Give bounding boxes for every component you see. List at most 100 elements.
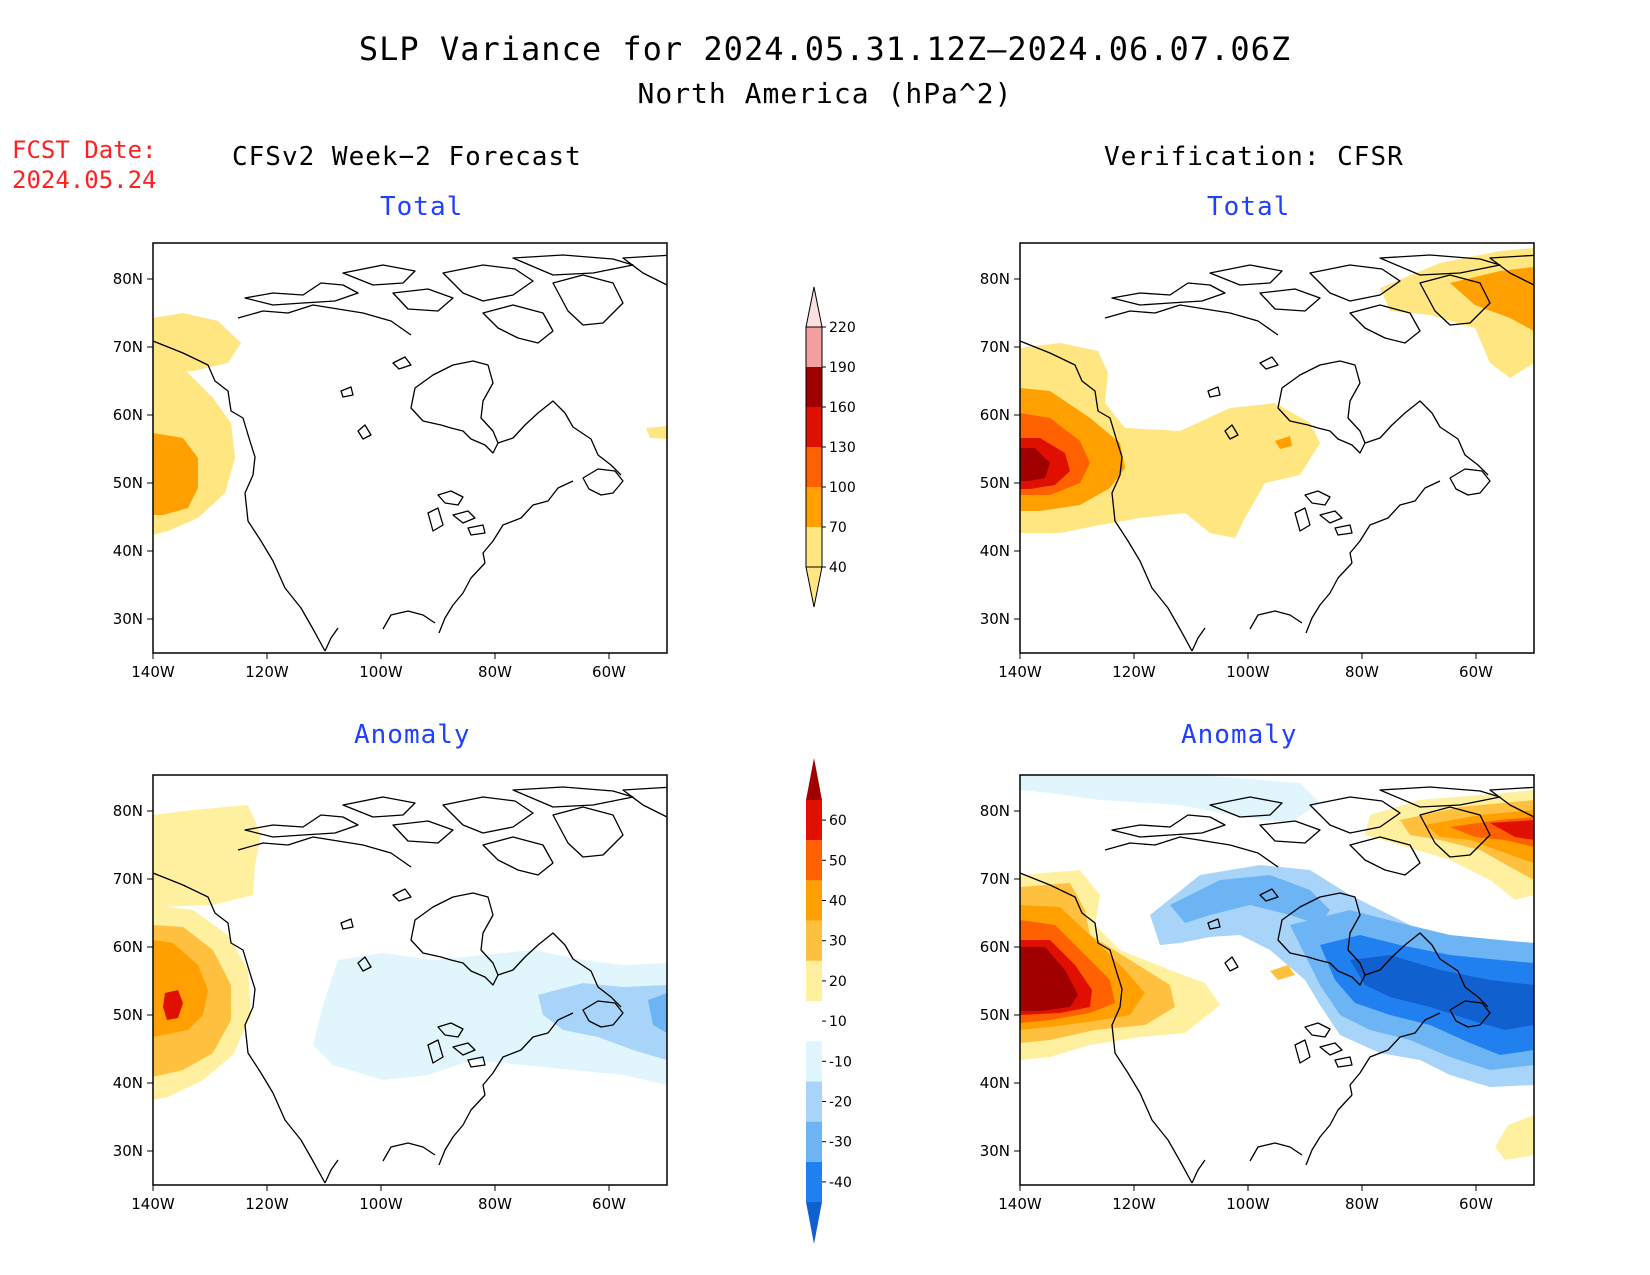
lat-tick-label: 80N <box>980 802 1010 820</box>
colorbar-box <box>806 367 822 407</box>
lat-tick-label: 60N <box>980 938 1010 956</box>
chart-subtitle: North America (hPa^2) <box>637 77 1013 110</box>
lat-tick-label: 30N <box>980 1142 1010 1160</box>
lon-tick-label: 120W <box>245 1195 289 1213</box>
verif-anomaly-title: Anomaly <box>1181 720 1298 750</box>
fcst-total-title: Total <box>380 192 464 222</box>
coastline <box>153 254 667 652</box>
lat-tick-label: 50N <box>980 474 1010 492</box>
shaded-contour-region <box>153 313 241 373</box>
shaded-contour-region <box>1020 775 1320 823</box>
colorbar-box <box>806 1001 822 1042</box>
total-colorbar: 40 70 100 130 160 190 220 <box>805 286 856 608</box>
shaded-contour-region <box>538 983 667 1060</box>
chart-title: SLP Variance for 2024.05.31.12Z–2024.06.… <box>358 30 1292 68</box>
colorbar-label: 60 <box>829 813 847 829</box>
colorbar-box <box>806 800 822 841</box>
colorbar-box <box>806 407 822 447</box>
shaded-contour-region <box>153 433 198 515</box>
lat-tick-label: 80N <box>113 270 143 288</box>
map-panel-verif_anomaly: 140W 120W 100W 80W 60W 80N 70N 60N 50N 40N 30N <box>980 774 1535 1213</box>
colorbar-box <box>806 487 822 527</box>
shaded-contour-region <box>153 805 261 907</box>
lat-tick-label: 70N <box>980 338 1010 356</box>
colorbar-top-end <box>805 286 823 328</box>
lon-tick-label: 120W <box>245 663 289 681</box>
forecast-column-title: CFSv2 Week−2 Forecast <box>232 142 582 172</box>
colorbar-label: 220 <box>829 320 856 336</box>
lat-tick-label: 80N <box>113 802 143 820</box>
colorbar-box <box>806 1161 822 1202</box>
lon-tick-label: 100W <box>359 663 403 681</box>
shaded-contour-region <box>1020 947 1078 1011</box>
lon-tick-label: 60W <box>592 663 626 681</box>
lon-tick-label: 60W <box>1459 1195 1493 1213</box>
shaded-contour-region <box>1020 448 1050 481</box>
colorbar-label: -30 <box>829 1135 852 1151</box>
lat-tick-label: 70N <box>980 870 1010 888</box>
fcst-date-label: FCST Date: <box>12 136 157 164</box>
colorbar-bottom-end <box>806 1202 822 1244</box>
lat-tick-label: 30N <box>113 610 143 628</box>
shaded-contour-region <box>1270 965 1295 980</box>
shaded-contour-region <box>646 426 667 439</box>
colorbar-box <box>806 447 822 487</box>
colorbar-label: -40 <box>829 1175 852 1191</box>
anomaly-colorbar: -40 -30 -20 -10 10 20 30 40 50 60 <box>806 758 852 1244</box>
lon-tick-label: 80W <box>1345 663 1379 681</box>
lat-tick-label: 60N <box>113 938 143 956</box>
lat-tick-label: 50N <box>113 1006 143 1024</box>
lon-tick-label: 100W <box>359 1195 403 1213</box>
colorbar-box <box>806 1041 822 1082</box>
colorbar-label: 160 <box>829 400 856 416</box>
map-frame <box>152 242 668 654</box>
colorbar-label: 70 <box>829 520 847 536</box>
lat-tick-label: 30N <box>113 1142 143 1160</box>
fcst-date-value: 2024.05.24 <box>12 166 157 194</box>
lat-tick-label: 40N <box>113 542 143 560</box>
map-frame <box>1019 774 1535 1186</box>
verification-column-title: Verification: CFSR <box>1104 142 1404 172</box>
lat-tick-label: 70N <box>113 870 143 888</box>
lon-tick-label: 120W <box>1112 1195 1156 1213</box>
colorbar-label: -20 <box>829 1095 852 1111</box>
lon-tick-label: 80W <box>478 1195 512 1213</box>
colorbar-box <box>806 1121 822 1162</box>
colorbar-box <box>806 840 822 881</box>
fcst-anomaly-title: Anomaly <box>354 720 471 750</box>
colorbar-box <box>806 327 822 367</box>
lon-tick-label: 140W <box>131 1195 175 1213</box>
shaded-contour-region <box>1170 875 1330 925</box>
colorbar-label: 100 <box>829 480 856 496</box>
verif-total-title: Total <box>1207 192 1291 222</box>
lon-tick-label: 100W <box>1226 1195 1270 1213</box>
colorbar-label: -10 <box>829 1054 852 1070</box>
colorbar-box <box>806 880 822 921</box>
shaded-contour-region <box>163 990 183 1020</box>
lon-tick-label: 60W <box>592 1195 626 1213</box>
shaded-contour-region <box>313 950 667 1085</box>
colorbar-label: 10 <box>829 1014 847 1030</box>
lon-tick-label: 140W <box>998 663 1042 681</box>
colorbar-box <box>806 1081 822 1122</box>
colorbar-box <box>806 960 822 1001</box>
colorbar-top-end <box>806 758 822 800</box>
lon-tick-label: 140W <box>998 1195 1042 1213</box>
lat-tick-label: 40N <box>980 1074 1010 1092</box>
colorbar-label: 30 <box>829 934 847 950</box>
colorbar-label: 190 <box>829 360 856 376</box>
map-panel-verif_total: 140W 120W 100W 80W 60W 80N 70N 60N 50N 40N 30N <box>980 242 1535 681</box>
shaded-contour-region <box>1495 1115 1534 1160</box>
lat-tick-label: 60N <box>113 406 143 424</box>
map-panel-fcst_total: 140W 120W 100W 80W 60W 80N 70N 60N 50N 40N 30N <box>113 242 668 681</box>
lat-tick-label: 40N <box>980 542 1010 560</box>
colorbar-box <box>806 920 822 961</box>
lon-tick-label: 100W <box>1226 663 1270 681</box>
lat-tick-label: 60N <box>980 406 1010 424</box>
lon-tick-label: 60W <box>1459 663 1493 681</box>
colorbar-label: 20 <box>829 974 847 990</box>
lon-tick-label: 120W <box>1112 663 1156 681</box>
colorbar-label: 130 <box>829 440 856 456</box>
lat-tick-label: 50N <box>980 1006 1010 1024</box>
colorbar-label: 40 <box>829 560 847 576</box>
